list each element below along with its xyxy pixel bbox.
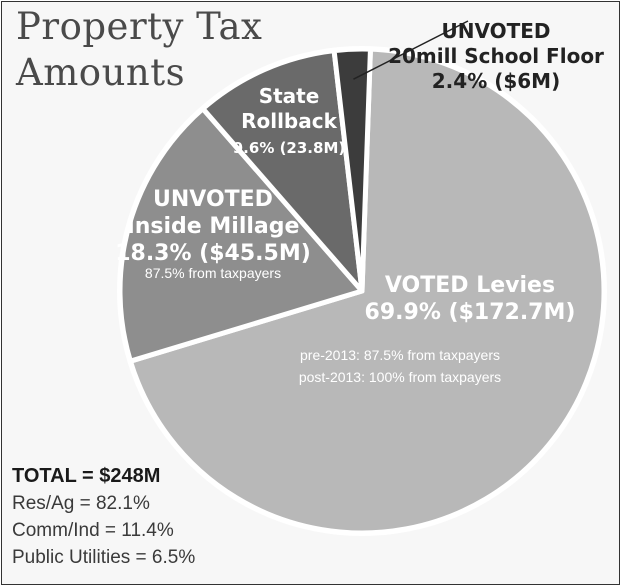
- chart-title: Property Tax Amounts: [16, 4, 262, 96]
- slice-0-note-0: pre-2013: 87.5% from taxpayers: [300, 347, 500, 363]
- slice-voted-levies: [127, 46, 607, 536]
- slice-unvoted-inside-millage: [117, 106, 365, 364]
- total-amount: TOTAL = $248M: [12, 465, 161, 487]
- school-floor-leader-line: [353, 20, 469, 80]
- slice-0-value-label: 69.9% ($172.7M): [365, 300, 576, 325]
- totals-line-res-ag: Res/Ag = 82.1%: [12, 493, 150, 514]
- slice-1-note-0: 87.5% from taxpayers: [145, 265, 281, 281]
- slice-1-name-line-0: UNVOTED: [153, 187, 273, 212]
- title-line-1: Property Tax: [16, 5, 263, 48]
- slice-0-note-1: post-2013: 100% from taxpayers: [299, 369, 501, 385]
- slice-3-name-line-1: 20mill School Floor: [388, 44, 604, 68]
- slice-1-value-label: 18.3% ($45.5M): [115, 241, 311, 266]
- slice-2-name-line-0: State: [259, 84, 320, 108]
- slice-2-name-line-1: Rollback: [241, 109, 338, 133]
- slice-0-name-line-0: VOTED Levies: [385, 273, 555, 298]
- slice-state-rollback: [200, 48, 365, 294]
- totals-panel: TOTAL = $248M Res/Ag = 82.1% Comm/Ind = …: [12, 462, 195, 571]
- slice-school-floor: [331, 46, 373, 294]
- slice-3-name-line-0: UNVOTED: [441, 19, 550, 43]
- title-line-2: Amounts: [16, 51, 186, 94]
- totals-line-public-utilities: Public Utilities = 6.5%: [12, 547, 196, 568]
- slice-3-value-label: 2.4% ($6M): [432, 69, 560, 93]
- slice-1-name-line-1: Inside Millage: [127, 214, 300, 239]
- totals-line-comm-ind: Comm/Ind = 11.4%: [12, 520, 174, 541]
- slice-2-value-label: 9.6% (23.8M): [233, 139, 345, 157]
